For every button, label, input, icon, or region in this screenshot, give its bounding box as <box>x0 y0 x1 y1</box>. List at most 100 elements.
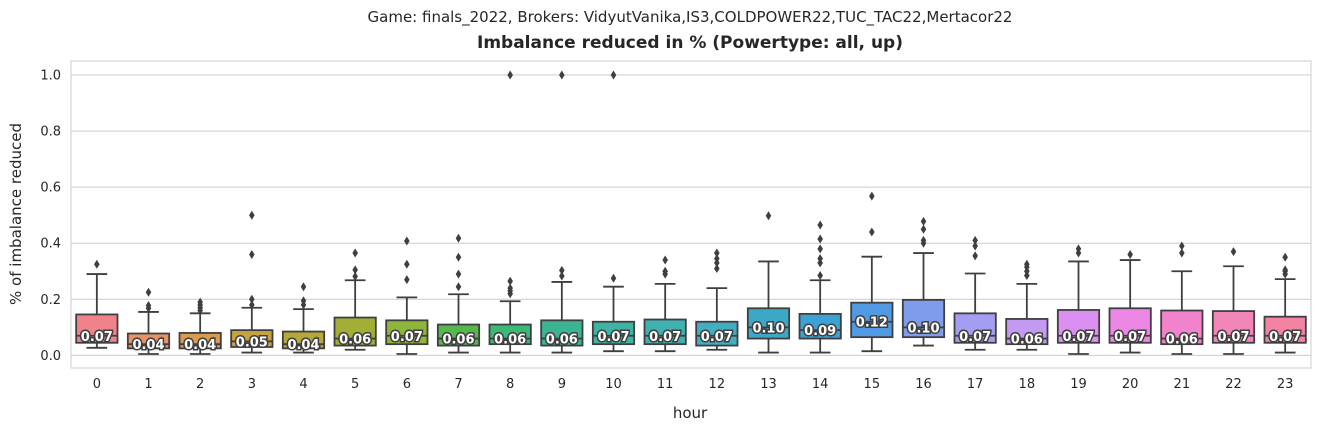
x-tick-label: 23 <box>1277 377 1294 392</box>
x-tick-label: 4 <box>299 377 307 392</box>
x-tick-label: 6 <box>403 377 411 392</box>
median-value-label: 0.10 <box>752 321 784 336</box>
x-tick-label: 0 <box>93 377 101 392</box>
y-axis-ticks: 0.0 0.2 0.4 0.6 0.8 1.0 <box>40 69 61 364</box>
outlier-point <box>817 254 823 264</box>
box-hour-23: 0.07 <box>1263 252 1307 354</box>
median-value-label: 0.07 <box>391 330 423 345</box>
box-hour-2: 0.04 <box>178 297 222 355</box>
y-tick-label: 0.2 <box>40 293 61 308</box>
box-hour-8: 0.06 <box>488 70 532 354</box>
x-tick-label: 22 <box>1225 377 1242 392</box>
iqr-box <box>75 313 119 344</box>
outlier-point <box>197 297 203 307</box>
outlier-point <box>249 300 255 310</box>
box-hour-11: 0.07 <box>643 255 687 353</box>
box-hour-4: 0.04 <box>281 282 326 355</box>
median-value-label: 0.07 <box>1062 330 1094 345</box>
outlier-point <box>765 211 772 221</box>
box-hour-12: 0.07 <box>695 248 739 351</box>
outlier-point <box>455 269 462 279</box>
box-hour-3: 0.05 <box>230 210 274 354</box>
outlier-point <box>559 265 565 275</box>
y-tick-label: 0.4 <box>40 237 61 252</box>
iqr-box <box>695 320 739 347</box>
box-hour-9: 0.06 <box>540 70 584 354</box>
median-value-label: 0.06 <box>1166 333 1198 348</box>
y-tick-label: 0.0 <box>40 349 61 364</box>
outlier-point <box>300 282 307 292</box>
x-tick-label: 8 <box>506 377 514 392</box>
iqr-box <box>850 301 894 339</box>
y-tick-label: 0.6 <box>40 181 61 196</box>
median-value-label: 0.07 <box>1269 330 1301 345</box>
plot-frame <box>70 60 1312 369</box>
y-tick-label: 1.0 <box>40 69 61 84</box>
median-value-label: 0.07 <box>701 330 733 345</box>
outlier-point <box>94 259 100 269</box>
outlier-point <box>714 263 720 273</box>
y-axis-label: % of imbalance reduced <box>7 123 25 305</box>
x-tick-label: 11 <box>657 377 674 392</box>
outlier-point <box>352 271 358 281</box>
x-tick-label: 10 <box>605 377 622 392</box>
median-value-label: 0.10 <box>907 321 939 336</box>
box-hour-10: 0.07 <box>591 70 636 353</box>
x-tick-label: 5 <box>351 377 359 392</box>
outlier-point <box>404 275 410 285</box>
iqr-box <box>798 312 842 340</box>
iqr-box <box>1005 318 1049 346</box>
median-value-label: 0.07 <box>1217 330 1249 345</box>
boxes: 0.07 0.04 0.04 0.05 0.04 0.06 0.07 0.06 0.06 0.06… <box>75 70 1307 355</box>
median-value-label: 0.07 <box>597 330 629 345</box>
x-tick-label: 9 <box>558 377 566 392</box>
outlier-point <box>714 254 720 264</box>
outlier-point <box>559 271 565 281</box>
outlier-point <box>869 191 875 201</box>
iqr-box <box>333 316 377 347</box>
box-hour-1: 0.04 <box>126 287 171 355</box>
median-value-label: 0.09 <box>804 324 836 339</box>
outlier-point <box>662 266 668 276</box>
x-tick-label: 14 <box>812 377 829 392</box>
outlier-point <box>1179 248 1185 258</box>
outlier-point <box>1230 247 1237 257</box>
x-tick-label: 13 <box>760 377 777 392</box>
iqr-box <box>746 307 791 340</box>
median-value-label: 0.04 <box>184 338 216 353</box>
iqr-box <box>1108 307 1152 344</box>
iqr-box <box>1211 310 1256 344</box>
outlier-point <box>817 234 823 244</box>
outlier-point <box>507 70 513 80</box>
box-hour-0: 0.07 <box>75 259 119 349</box>
outlier-point <box>145 300 152 310</box>
box-hour-19: 0.07 <box>1056 244 1101 355</box>
outlier-point <box>455 282 462 292</box>
outlier-point <box>817 244 823 254</box>
median-value-label: 0.07 <box>1114 330 1146 345</box>
box-hour-13: 0.10 <box>746 211 791 354</box>
outlier-point <box>145 287 152 297</box>
outlier-point <box>352 248 358 258</box>
iqr-box <box>901 298 946 339</box>
outlier-point <box>972 251 978 261</box>
x-axis-ticks: 0 1 2 3 4 5 6 7 8 9 10 11 12 13 14 15 16 17 18 19 20 21 22 23 <box>93 377 1294 392</box>
outlier-point <box>1282 265 1288 275</box>
x-tick-label: 1 <box>144 377 152 392</box>
outlier-point <box>817 270 823 280</box>
outlier-point <box>817 220 823 230</box>
outlier-point <box>249 210 255 220</box>
iqr-box <box>643 318 687 346</box>
outlier-point <box>610 273 617 283</box>
outlier-point <box>455 252 462 262</box>
x-tick-label: 21 <box>1174 377 1191 392</box>
outlier-point <box>404 259 410 269</box>
outlier-point <box>300 296 307 306</box>
x-axis-label: hour <box>673 404 708 422</box>
box-hour-17: 0.07 <box>953 235 997 351</box>
box-hour-22: 0.07 <box>1211 247 1256 355</box>
box-hour-18: 0.06 <box>1005 259 1049 351</box>
y-tick-label: 0.8 <box>40 125 61 140</box>
x-tick-label: 3 <box>248 377 256 392</box>
